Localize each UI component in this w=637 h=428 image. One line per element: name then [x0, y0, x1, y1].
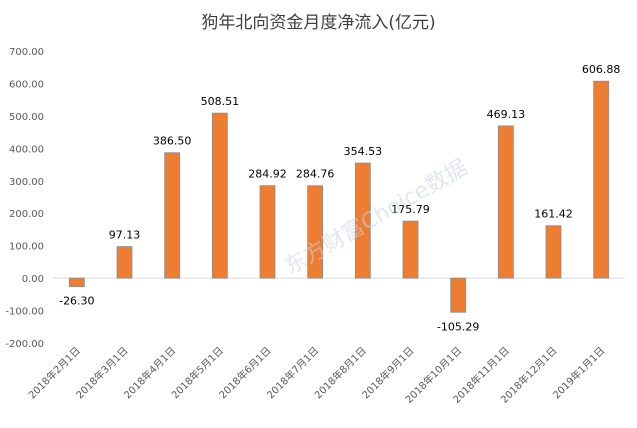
bar	[307, 185, 324, 279]
chart-title: 狗年北向资金月度净流入(亿元)	[201, 13, 436, 33]
x-axis: 2018年2月1日2018年3月1日2018年4月1日2018年5月1日2018…	[26, 344, 608, 406]
bar	[116, 246, 133, 279]
y-tick-label: -200.00	[5, 339, 44, 350]
y-tick-label: 100.00	[9, 242, 44, 253]
data-label: 284.92	[248, 168, 287, 181]
y-tick-label: 0.00	[22, 274, 44, 285]
bar	[354, 162, 371, 279]
bar	[402, 220, 419, 279]
bar	[497, 125, 514, 279]
y-axis: -200.00 -100.00 0.00 100.00 200.00 300.00 400.…	[5, 47, 625, 350]
data-label: 97.13	[109, 229, 141, 242]
data-label: 175.79	[391, 203, 430, 216]
y-tick-label: 200.00	[9, 209, 44, 220]
y-tick-label: 600.00	[9, 79, 44, 90]
data-label: 284.76	[296, 168, 335, 181]
y-tick-label: -100.00	[5, 307, 44, 318]
data-label: 606.88	[582, 63, 621, 76]
bar	[259, 185, 276, 279]
bar	[164, 152, 181, 279]
bar	[545, 225, 562, 279]
data-labels: -26.30 97.13 386.50 508.51 284.92 284.76 354.5…	[59, 63, 620, 333]
bar	[593, 80, 610, 279]
y-tick-label: 500.00	[9, 112, 44, 123]
data-label: 508.51	[201, 95, 240, 108]
data-label: 386.50	[153, 135, 192, 148]
y-tick-label: 300.00	[9, 177, 44, 188]
bar	[450, 277, 467, 313]
data-label: 354.53	[344, 145, 383, 158]
data-label: 469.13	[487, 108, 526, 121]
data-label: 161.42	[534, 208, 573, 221]
bars	[68, 80, 610, 313]
y-tick-label: 400.00	[9, 144, 44, 155]
data-label: -26.30	[59, 295, 94, 308]
bar	[211, 112, 228, 279]
y-tick-label: 700.00	[9, 47, 44, 58]
data-label: -105.29	[437, 320, 479, 333]
bar	[68, 277, 85, 288]
